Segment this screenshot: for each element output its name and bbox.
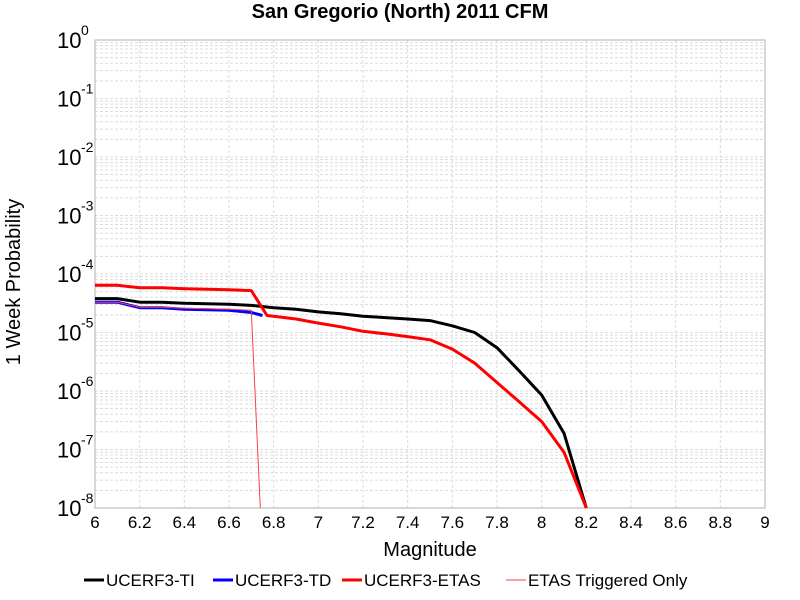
y-tick-exponent: -6 xyxy=(81,373,94,389)
series-layer xyxy=(95,283,588,509)
y-tick-base: 10 xyxy=(57,87,81,112)
y-tick-exponent: -2 xyxy=(81,139,94,155)
x-tick-label: 6.2 xyxy=(128,513,152,532)
x-tick-label: 7.4 xyxy=(396,513,420,532)
x-tick-label: 7.2 xyxy=(351,513,375,532)
x-tick-label: 8.6 xyxy=(664,513,688,532)
y-tick-base: 10 xyxy=(57,204,81,229)
y-tick-exponent: -4 xyxy=(81,256,94,272)
y-tick-label: 10 -1 xyxy=(57,81,94,112)
x-tick-label: 8.8 xyxy=(709,513,733,532)
x-tick-label: 8.4 xyxy=(619,513,643,532)
plot-frame xyxy=(94,39,766,509)
legend-item: ETAS Triggered Only xyxy=(506,571,688,590)
y-tick-exponent: -3 xyxy=(81,198,94,214)
y-tick-label: 10 -5 xyxy=(57,315,94,346)
legend-label: UCERF3-TI xyxy=(106,571,195,590)
x-tick-label: 7.8 xyxy=(485,513,509,532)
chart-title: San Gregorio (North) 2011 CFM xyxy=(252,1,549,23)
y-tick-base: 10 xyxy=(57,321,81,346)
x-tick-label: 8.2 xyxy=(575,513,599,532)
y-tick-base: 10 xyxy=(57,496,81,521)
x-tick-label: 6.4 xyxy=(173,513,197,532)
grid xyxy=(94,40,766,509)
y-tick-base: 10 xyxy=(57,379,81,404)
series-line-ucerf3-ti xyxy=(95,297,588,509)
x-tick-label: 6.6 xyxy=(217,513,241,532)
y-tick-exponent: -5 xyxy=(81,315,94,331)
y-tick-label: 10 -3 xyxy=(57,198,94,229)
x-axis-label: Magnitude xyxy=(383,539,476,561)
x-tick-label: 7.6 xyxy=(441,513,465,532)
legend-label: UCERF3-ETAS xyxy=(364,571,481,590)
y-tick-base: 10 xyxy=(57,438,81,463)
x-tick-labels: 6 6.2 6.4 6.6 6.8 7 7.2 7.4 7.6 7.8 8 8.2 8.4 8.6 8.8 9 xyxy=(90,513,769,532)
y-tick-exponent: 0 xyxy=(81,22,89,38)
y-tick-label: 10 -4 xyxy=(57,256,94,287)
y-tick-base: 10 xyxy=(57,28,81,53)
series-line-etas-triggered-only xyxy=(95,301,261,509)
y-tick-exponent: -7 xyxy=(81,432,94,448)
x-tick-label: 8 xyxy=(537,513,546,532)
x-tick-label: 6 xyxy=(90,513,99,532)
series-line-ucerf3-etas xyxy=(95,283,588,509)
y-tick-exponent: -8 xyxy=(81,490,94,506)
x-tick-label: 7 xyxy=(314,513,323,532)
y-tick-base: 10 xyxy=(57,145,81,170)
legend-item: UCERF3-ETAS xyxy=(342,571,481,590)
legend-label: UCERF3-TD xyxy=(235,571,331,590)
y-tick-label: 10 -6 xyxy=(57,373,94,404)
x-tick-label: 6.8 xyxy=(262,513,286,532)
y-tick-label: 10 -2 xyxy=(57,139,94,170)
legend-label: ETAS Triggered Only xyxy=(528,571,688,590)
legend: UCERF3-TI UCERF3-TD UCERF3-ETAS ETAS Trigge… xyxy=(84,571,688,590)
y-axis-label: 1 Week Probability xyxy=(3,199,25,365)
y-tick-base: 10 xyxy=(57,262,81,287)
y-tick-label: 10 0 xyxy=(57,22,89,53)
y-tick-exponent: -1 xyxy=(81,81,94,97)
x-tick-label: 9 xyxy=(760,513,769,532)
y-tick-label: 10 -7 xyxy=(57,432,94,463)
legend-item: UCERF3-TD xyxy=(213,571,331,590)
legend-item: UCERF3-TI xyxy=(84,571,195,590)
y-tick-label: 10 -8 xyxy=(57,490,94,521)
